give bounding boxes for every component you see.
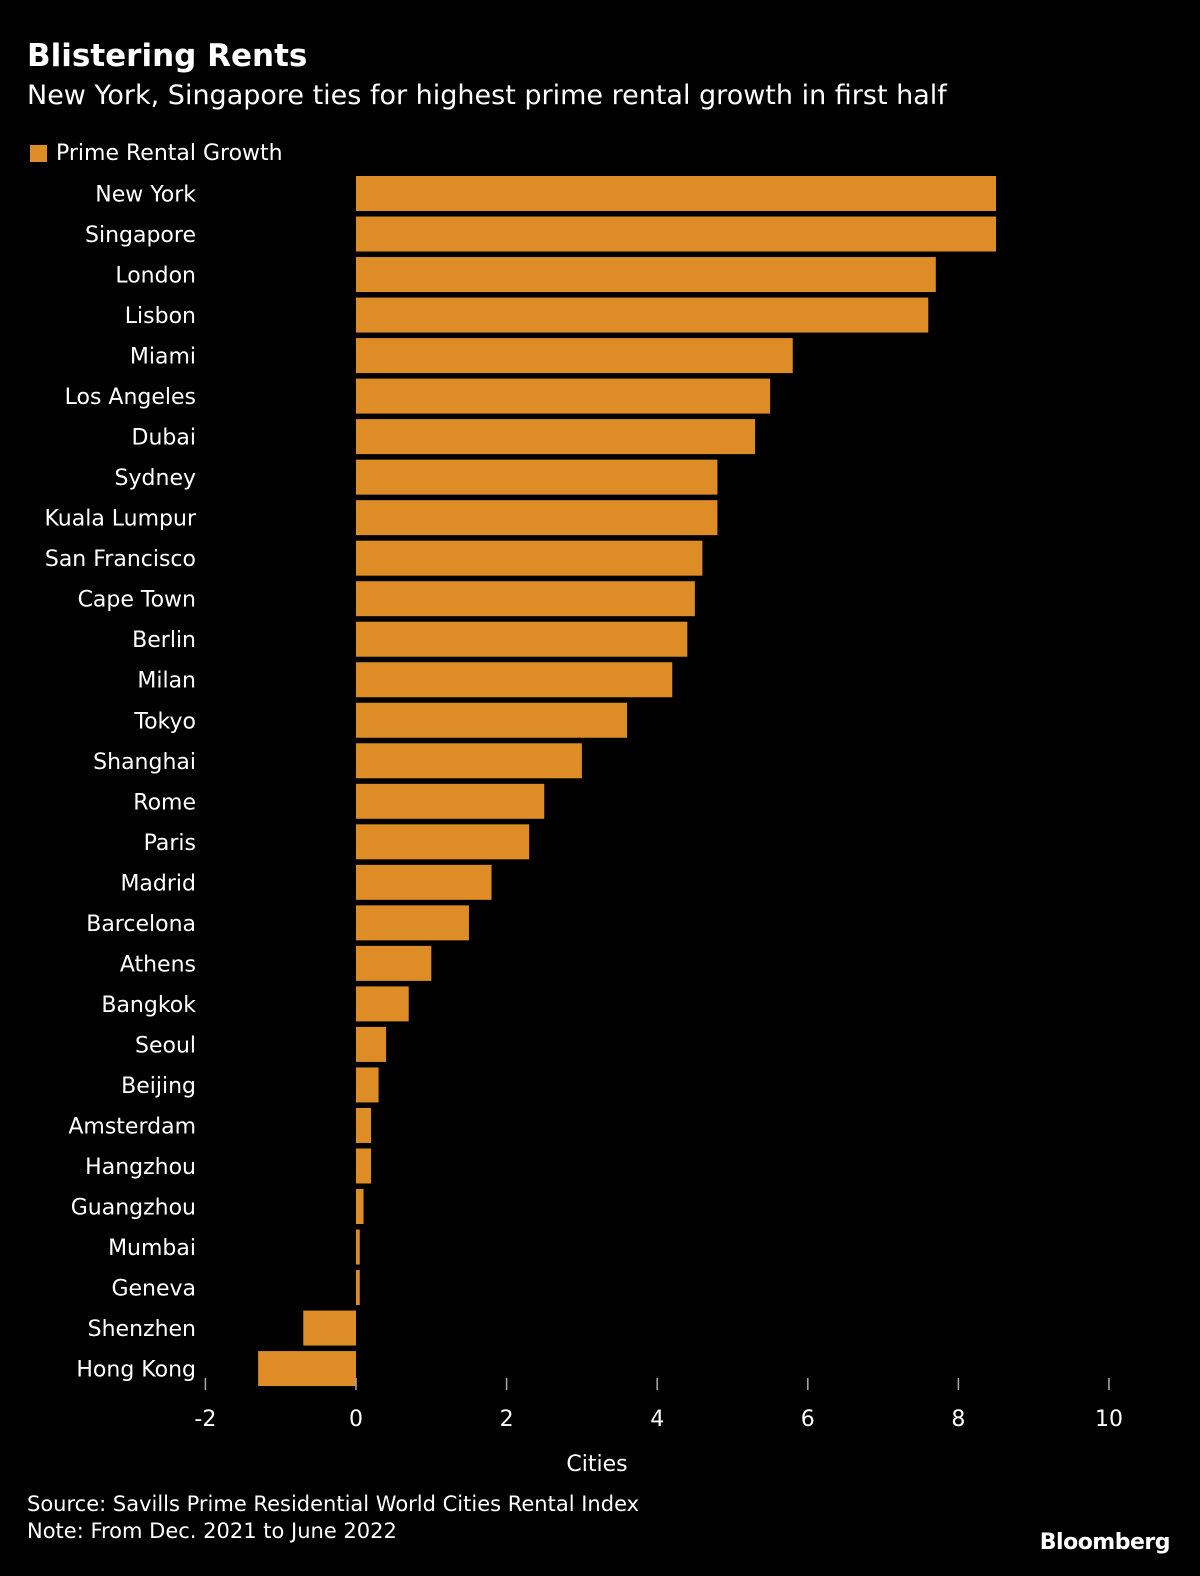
bar [356, 986, 409, 1022]
category-label: Singapore [85, 223, 196, 248]
bar [356, 297, 929, 333]
legend: Prime Rental Growth [30, 141, 283, 166]
source-note: Source: Savills Prime Residential World … [27, 1492, 640, 1516]
category-label: Sydney [115, 466, 196, 491]
x-tick-label: 0 [349, 1407, 363, 1432]
category-label: Dubai [132, 426, 196, 451]
category-label: Seoul [135, 1033, 196, 1058]
category-label: Amsterdam [68, 1114, 196, 1139]
bar [356, 743, 582, 779]
bar-chart: New York Singapore London Lisbon Miami Los An… [44, 176, 1123, 1477]
bar [356, 419, 756, 455]
x-tick-label: 8 [951, 1407, 965, 1432]
category-label: Kuala Lumpur [44, 507, 196, 532]
bar [356, 540, 703, 576]
bloomberg-logo: Bloomberg [1039, 1530, 1171, 1555]
category-label: Bangkok [101, 993, 196, 1018]
category-label: Paris [144, 831, 196, 856]
bar [356, 338, 793, 374]
category-label: Miami [130, 345, 196, 370]
legend-label: Prime Rental Growth [56, 141, 283, 166]
bar [356, 176, 997, 211]
category-label: Cape Town [78, 588, 196, 613]
category-label: Shenzhen [88, 1317, 196, 1342]
category-label: Hong Kong [76, 1358, 196, 1383]
bar [356, 1148, 372, 1184]
bar [356, 905, 469, 941]
x-tick-label: 2 [500, 1407, 514, 1432]
category-label: Los Angeles [65, 385, 196, 410]
category-label: New York [95, 183, 196, 208]
category-label: San Francisco [45, 547, 196, 572]
category-label: Barcelona [86, 912, 196, 937]
category-label: Beijing [121, 1074, 196, 1099]
bar [356, 459, 718, 495]
category-label: Madrid [120, 871, 196, 896]
bar [356, 824, 530, 860]
bar [356, 1270, 360, 1306]
category-label: Athens [120, 952, 196, 977]
chart-subtitle: New York, Singapore ties for highest pri… [27, 80, 947, 111]
bar [303, 1310, 356, 1346]
category-label: Lisbon [125, 304, 196, 329]
bar [356, 1229, 360, 1265]
category-label: Rome [133, 790, 196, 815]
legend-swatch [30, 145, 47, 162]
bar [356, 1067, 379, 1103]
category-label: Berlin [132, 628, 196, 653]
bar [356, 864, 492, 900]
footnote: Note: From Dec. 2021 to June 2022 [27, 1519, 397, 1543]
category-label: Mumbai [108, 1236, 196, 1261]
bar [356, 1026, 387, 1062]
category-label: Geneva [111, 1277, 196, 1302]
bar [356, 581, 695, 617]
bar [356, 216, 997, 252]
category-label: London [115, 264, 196, 289]
bar [356, 1189, 364, 1224]
category-label: Shanghai [93, 750, 196, 775]
category-label: Tokyo [133, 709, 196, 734]
bar [356, 1107, 372, 1143]
bar [258, 1351, 356, 1387]
x-tick-label: 6 [801, 1407, 815, 1432]
x-tick-label: -2 [194, 1407, 216, 1432]
category-label: Guangzhou [71, 1196, 196, 1221]
bar [356, 662, 673, 698]
bar [356, 945, 432, 981]
category-label: Hangzhou [85, 1155, 196, 1180]
category-label: Milan [137, 669, 196, 694]
x-tick-label: 4 [650, 1407, 664, 1432]
bar [356, 783, 545, 819]
bar [356, 702, 628, 738]
x-tick-label: 10 [1095, 1407, 1123, 1432]
bar [356, 621, 688, 657]
bar [356, 257, 936, 293]
bar [356, 378, 771, 414]
x-axis-label: Cities [566, 1452, 627, 1477]
chart-title: Blistering Rents [27, 38, 308, 74]
bar [356, 500, 718, 536]
